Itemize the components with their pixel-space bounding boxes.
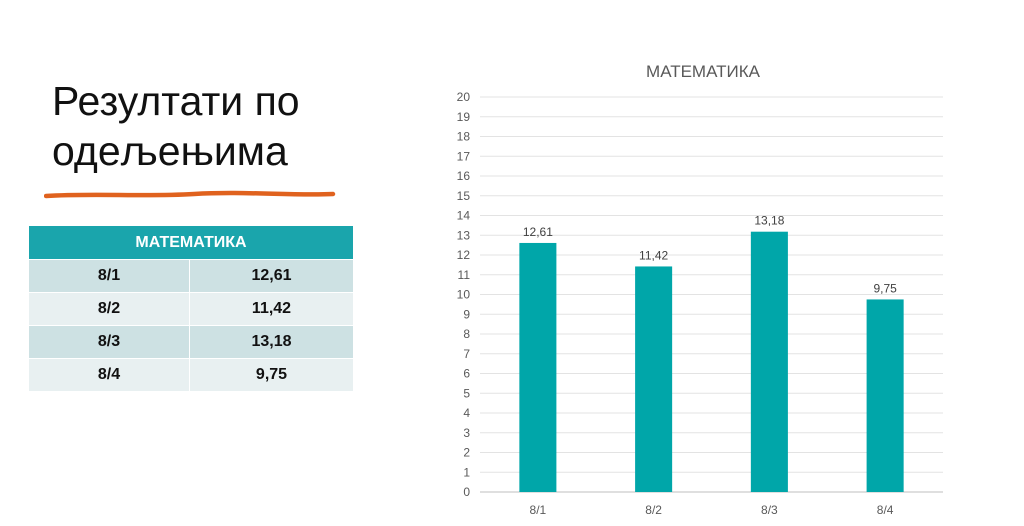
y-tick-label: 7 (463, 347, 470, 361)
table-cell-class: 8/3 (29, 325, 190, 358)
y-tick-label: 3 (463, 426, 470, 440)
data-label: 9,75 (873, 281, 897, 295)
y-tick-label: 19 (457, 110, 471, 124)
y-tick-label: 4 (463, 406, 470, 420)
table-cell-score: 13,18 (190, 325, 353, 358)
y-tick-label: 17 (457, 149, 471, 163)
bar (519, 242, 557, 492)
y-tick-label: 11 (458, 268, 471, 282)
y-tick-label: 12 (457, 248, 471, 262)
y-tick-label: 8 (463, 327, 470, 341)
y-tick-label: 9 (463, 307, 470, 321)
x-tick-label: 8/4 (877, 503, 894, 517)
slide-title: Резултати по одељењима (52, 78, 300, 174)
y-tick-label: 13 (457, 228, 471, 242)
chart-title: МАТЕМАТИКА (646, 62, 761, 81)
table-cell-score: 9,75 (190, 358, 353, 391)
table-row: 8/3 13,18 (29, 325, 353, 358)
table-row: 8/4 9,75 (29, 358, 353, 391)
y-tick-label: 16 (457, 169, 471, 183)
x-tick-label: 8/1 (530, 503, 547, 517)
y-tick-label: 1 (463, 465, 470, 479)
table-cell-score: 12,61 (190, 259, 353, 292)
table-header: МАТЕМАТИКА (29, 226, 353, 259)
table-row: 8/1 12,61 (29, 259, 353, 292)
bar (635, 266, 673, 492)
y-tick-label: 20 (457, 90, 471, 104)
chart-grid (480, 96, 943, 493)
y-tick-label: 6 (463, 367, 470, 381)
data-label: 11,42 (639, 248, 668, 262)
table-row: 8/2 11,42 (29, 292, 353, 325)
y-tick-label: 10 (457, 288, 471, 302)
title-underline (44, 190, 336, 199)
y-tick-label: 2 (463, 446, 470, 460)
table-cell-class: 8/2 (29, 292, 190, 325)
table-cell-class: 8/4 (29, 358, 190, 391)
table-cell-score: 11,42 (190, 292, 353, 325)
data-label: 12,61 (523, 225, 553, 239)
chart-x-axis: 8/1 8/2 8/3 8/4 (530, 503, 894, 517)
results-table: МАТЕМАТИКА 8/1 12,61 8/2 11,42 8/3 13,18… (29, 226, 353, 391)
y-tick-label: 15 (457, 189, 471, 203)
bar-chart: МАТЕМАТИКА 01234567891011121314151617181… (457, 62, 943, 517)
y-tick-label: 14 (457, 209, 471, 223)
bar (866, 299, 904, 492)
data-label: 13,18 (754, 214, 784, 228)
chart-bars (519, 231, 904, 492)
table-cell-class: 8/1 (29, 259, 190, 292)
y-tick-label: 18 (457, 130, 471, 144)
bar (750, 231, 788, 492)
y-tick-label: 5 (463, 386, 470, 400)
x-tick-label: 8/3 (761, 503, 778, 517)
chart-data-labels: 12,61 11,42 13,18 9,75 (523, 214, 897, 296)
x-tick-label: 8/2 (645, 503, 662, 517)
y-tick-label: 0 (463, 485, 470, 499)
